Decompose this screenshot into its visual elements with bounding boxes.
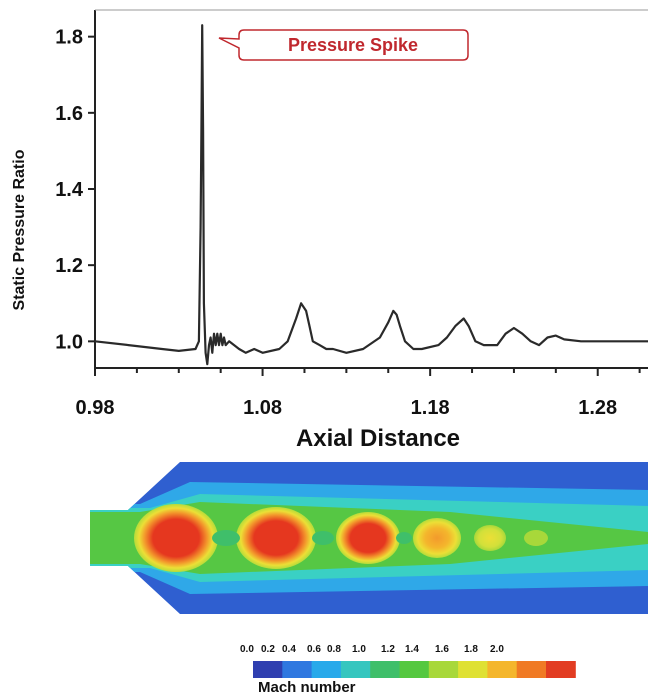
colorbar-tick-labels: 0.0 0.2 0.4 0.6 0.8 1.0 1.2 1.4 1.6 1.8 2.0 xyxy=(240,644,504,655)
x-ticks: 0.98 1.08 1.18 1.28 xyxy=(76,368,641,419)
colorbar-cell xyxy=(399,661,430,678)
shock-cell-3 xyxy=(336,512,400,564)
shock-cell-2 xyxy=(236,507,316,569)
diamond-node-1 xyxy=(212,530,240,546)
plot-frame xyxy=(94,9,648,369)
colorbar-tick-label: 0.2 xyxy=(261,644,275,655)
y-ticks: 1.0 1.2 1.4 1.6 1.8 xyxy=(55,27,95,353)
colorbar-cell xyxy=(340,661,371,678)
colorbar-cell xyxy=(253,661,283,678)
colorbar-cell xyxy=(546,661,576,678)
colorbar-tick-label: 1.4 xyxy=(405,644,419,655)
x-tick-label: 0.98 xyxy=(76,397,115,419)
colorbar-cell xyxy=(370,661,400,678)
y-axis-title: Static Pressure Ratio xyxy=(11,149,28,310)
x-tick-label: 1.08 xyxy=(243,397,282,419)
colorbar-cell xyxy=(487,661,518,678)
colorbar-tick-label: 0.4 xyxy=(282,644,296,655)
shock-cell-4 xyxy=(413,518,461,558)
diamond-node-2 xyxy=(312,531,334,545)
colorbar-tick-label: 2.0 xyxy=(490,644,504,655)
colorbar-tick-label: 1.2 xyxy=(381,644,395,655)
colorbar xyxy=(253,661,576,678)
x-tick-label: 1.28 xyxy=(578,397,617,419)
colorbar-tick-label: 0.8 xyxy=(327,644,341,655)
colorbar-tick-label: 0.6 xyxy=(307,644,321,655)
colorbar-tick-label: 1.0 xyxy=(352,644,366,655)
shock-cell-1 xyxy=(134,504,218,572)
y-tick-label: 1.8 xyxy=(55,27,83,49)
colorbar-title: Mach number xyxy=(258,679,356,696)
colorbar-tick-label: 1.8 xyxy=(464,644,478,655)
colorbar-cell xyxy=(516,661,547,678)
callout-box xyxy=(218,29,469,61)
callout-label: Pressure Spike xyxy=(288,35,418,55)
diamond-node-3 xyxy=(396,532,412,544)
y-tick-label: 1.4 xyxy=(55,179,84,201)
shock-cell-5 xyxy=(474,525,506,551)
colorbar-tick-label: 1.6 xyxy=(435,644,449,655)
y-tick-label: 1.6 xyxy=(55,103,83,125)
mach-contour xyxy=(90,462,648,614)
colorbar-cell xyxy=(282,661,313,678)
x-tick-label: 1.18 xyxy=(411,397,450,419)
shock-cell-6 xyxy=(524,530,548,546)
pressure-spike-callout: Pressure Spike xyxy=(218,29,469,61)
colorbar-cell xyxy=(311,661,342,678)
y-tick-label: 1.0 xyxy=(55,331,83,353)
y-tick-label: 1.2 xyxy=(55,255,83,277)
colorbar-cell xyxy=(458,661,488,678)
series-line xyxy=(94,24,648,366)
colorbar-cell xyxy=(428,661,459,678)
colorbar-tick-label: 0.0 xyxy=(240,644,254,655)
x-axis-title: Axial Distance xyxy=(296,425,460,452)
